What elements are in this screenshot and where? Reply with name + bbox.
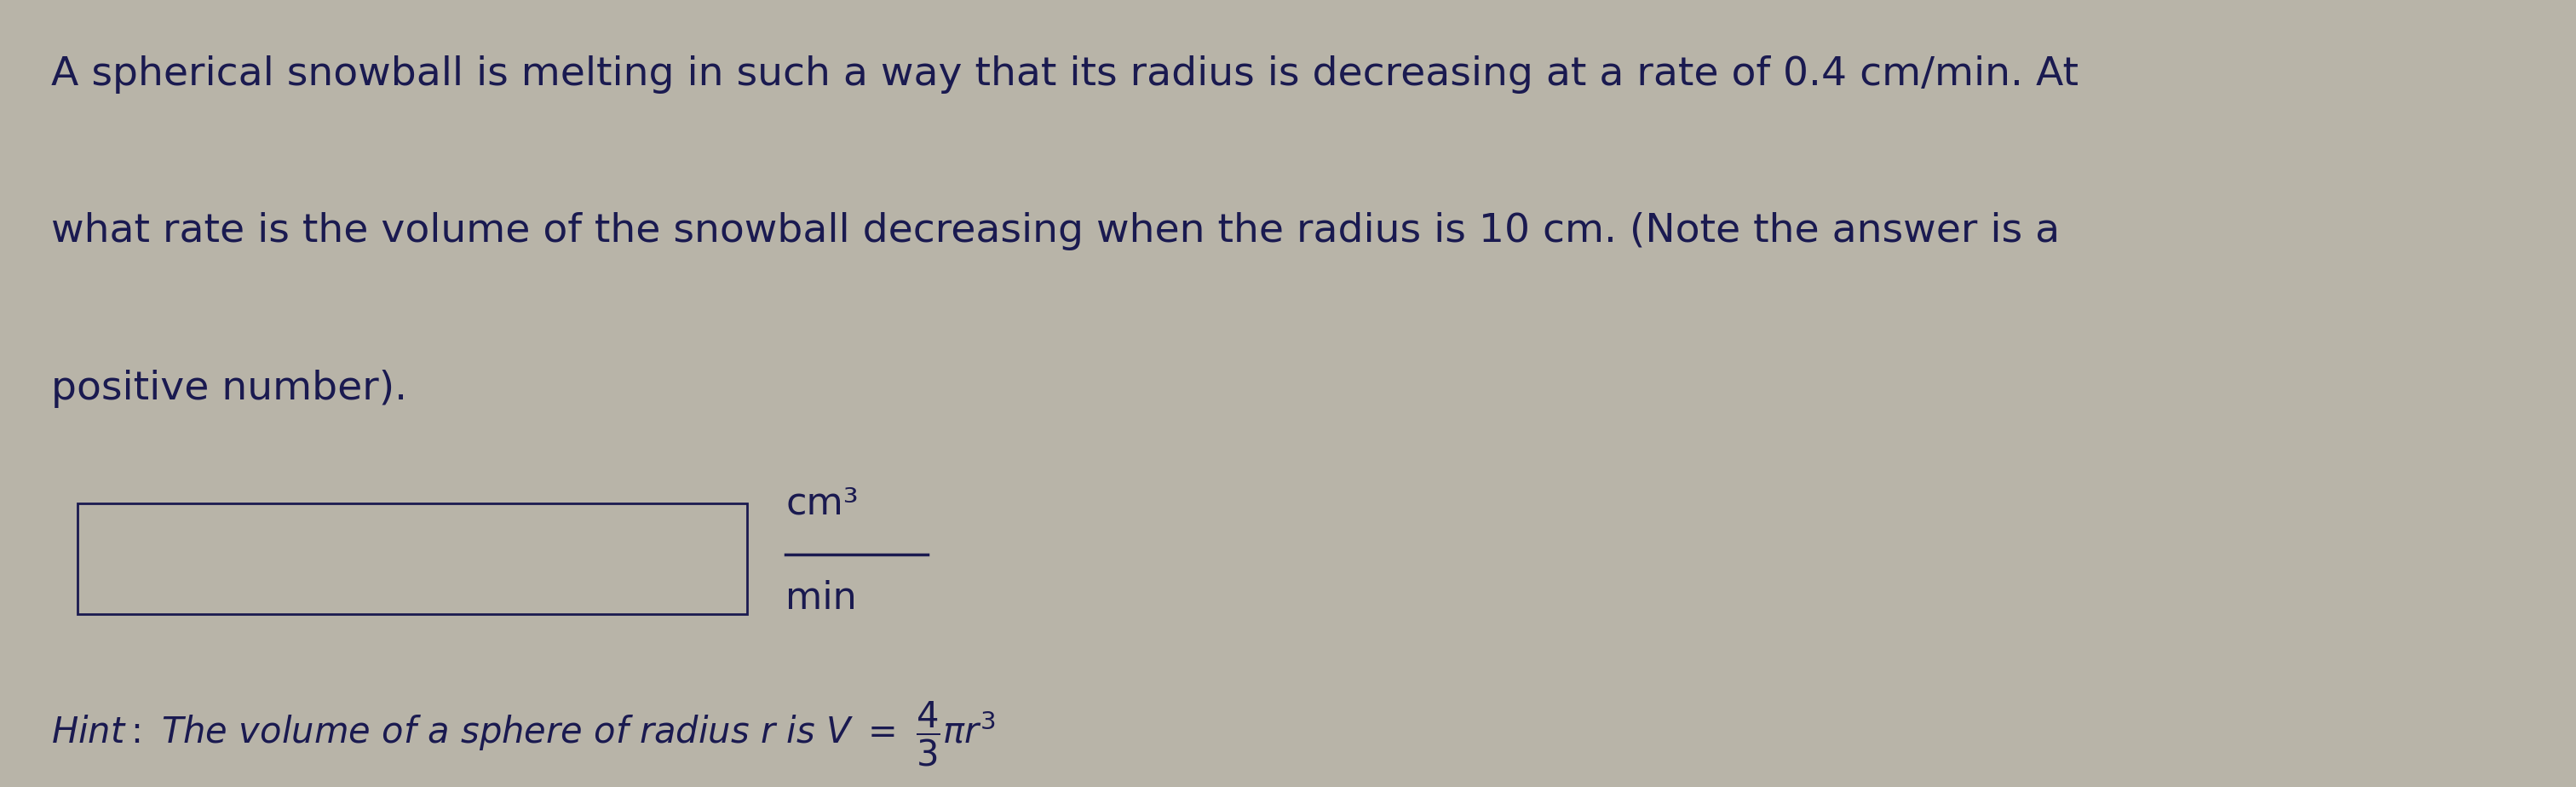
- Text: min: min: [786, 580, 858, 616]
- Text: cm³: cm³: [786, 486, 858, 522]
- Text: positive number).: positive number).: [52, 370, 407, 408]
- Text: $\mathit{Hint:}$ $\mathit{The\ volume\ of\ a\ sphere\ of\ radius}$ $\mathit{r}$ : $\mathit{Hint:}$ $\mathit{The\ volume\ o…: [52, 700, 997, 769]
- Text: what rate is the volume of the snowball decreasing when the radius is 10 cm. (No: what rate is the volume of the snowball …: [52, 212, 2061, 251]
- FancyBboxPatch shape: [77, 504, 747, 614]
- Text: A spherical snowball is melting in such a way that its radius is decreasing at a: A spherical snowball is melting in such …: [52, 55, 2079, 94]
